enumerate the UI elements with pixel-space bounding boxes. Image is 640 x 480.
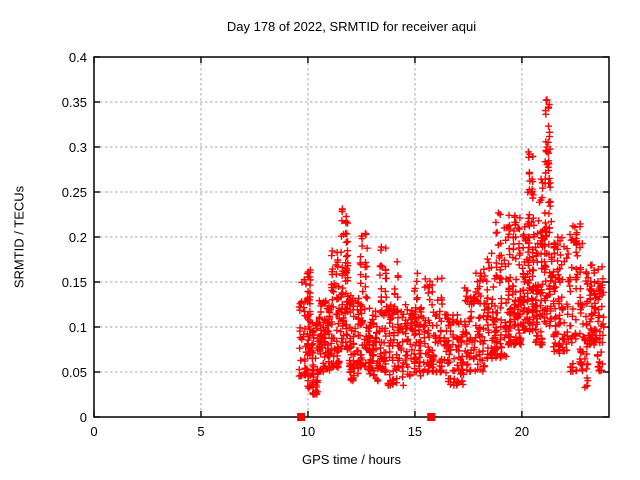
y-tick-label: 0 xyxy=(79,410,87,425)
y-tick-label: 0.05 xyxy=(61,365,87,380)
y-tick-label: 0.1 xyxy=(68,320,87,335)
y-tick-label: 0.2 xyxy=(68,230,87,245)
x-tick-label: 20 xyxy=(514,424,530,439)
x-tick-label: 10 xyxy=(300,424,316,439)
y-tick-label: 0.4 xyxy=(68,50,87,65)
y-tick-label: 0.3 xyxy=(68,140,87,155)
y-tick-label: 0.35 xyxy=(61,95,87,110)
y-tick-label: 0.15 xyxy=(61,275,87,290)
flag-square-marker xyxy=(427,413,436,421)
flag-square-marker xyxy=(297,413,306,421)
x-axis-label: GPS time / hours xyxy=(302,452,401,467)
x-tick-label: 5 xyxy=(197,424,205,439)
chart-title: Day 178 of 2022, SRMTID for receiver aqu… xyxy=(226,19,477,34)
x-tick-label: 0 xyxy=(90,424,98,439)
y-tick-label: 0.25 xyxy=(61,185,87,200)
y-axis-label: SRMTID / TECUs xyxy=(11,185,27,289)
scatter-plus-markers xyxy=(295,96,608,398)
x-tick-label: 15 xyxy=(407,424,423,439)
